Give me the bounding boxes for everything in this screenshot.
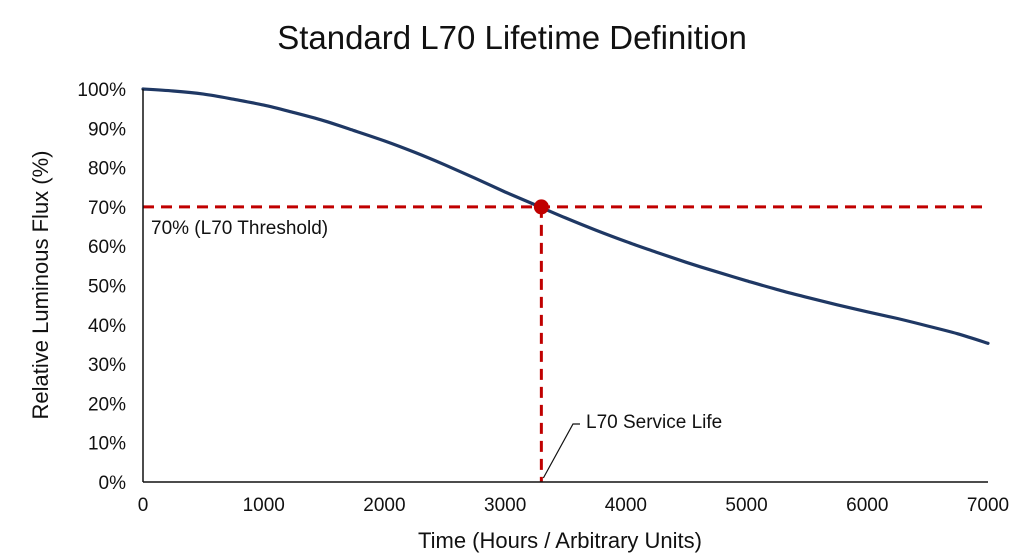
x-tick-label: 6000 [846,495,888,516]
y-tick-label: 70% [88,198,126,219]
x-tick-label: 3000 [484,495,526,516]
y-tick-labels: 0% 10% 20% 30% 40% 50% 60% 70% 80% 90% 100% [77,80,126,494]
y-tick-label: 30% [88,355,126,376]
x-tick-label: 4000 [605,495,647,516]
y-tick-label: 50% [88,277,126,298]
x-tick-label: 5000 [725,495,767,516]
chart-title: Standard L70 Lifetime Definition [277,19,747,56]
y-tick-label: 90% [88,119,126,140]
l70-leader-line [542,423,580,479]
x-tick-label: 0 [138,495,149,516]
x-axis-label: Time (Hours / Arbitrary Units) [418,528,702,553]
y-tick-label: 0% [99,473,127,494]
y-tick-label: 100% [77,80,126,101]
l70-marker [533,199,549,215]
x-tick-label: 1000 [243,495,285,516]
y-tick-label: 20% [88,394,126,415]
y-axis-label: Relative Luminous Flux (%) [28,151,53,420]
plot-area [141,87,990,482]
flux-decay-curve [141,87,990,345]
y-tick-label: 40% [88,316,126,337]
x-tick-label: 2000 [363,495,405,516]
y-tick-label: 60% [88,237,126,258]
y-tick-label: 80% [88,159,126,180]
x-tick-label: 7000 [967,495,1009,516]
x-tick-labels: 0 1000 2000 3000 4000 5000 6000 7000 [138,495,1009,516]
threshold-label: 70% (L70 Threshold) [151,218,328,239]
l70-service-life-label: L70 Service Life [586,412,722,433]
y-tick-label: 10% [88,434,126,455]
